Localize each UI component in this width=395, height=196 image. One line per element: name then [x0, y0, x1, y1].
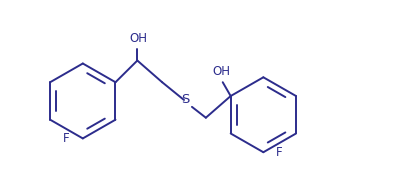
Text: F: F [63, 132, 70, 145]
Text: OH: OH [213, 65, 231, 78]
Text: F: F [276, 146, 283, 159]
Text: OH: OH [129, 32, 147, 45]
Text: S: S [181, 93, 189, 106]
